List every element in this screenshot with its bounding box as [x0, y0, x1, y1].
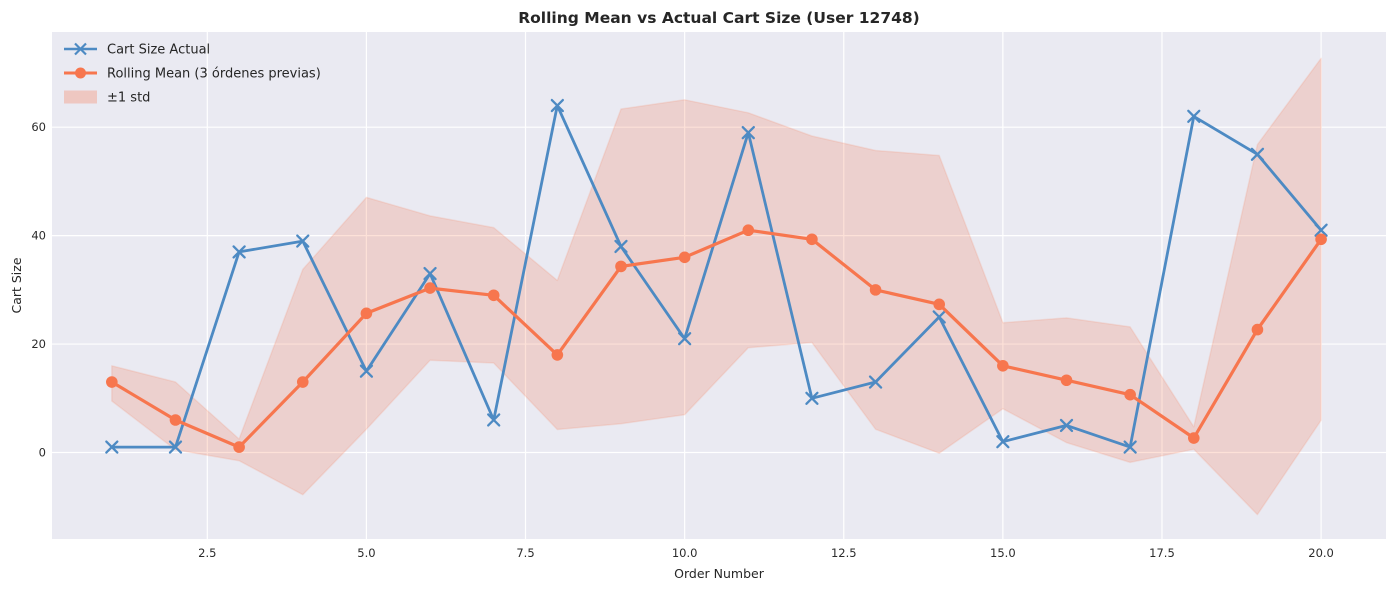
- rolling-mean-circle-marker: [424, 282, 436, 294]
- rolling-mean-circle-marker: [1315, 233, 1327, 246]
- actual-x-marker: [614, 239, 628, 254]
- actual-x-marker: [1187, 109, 1201, 124]
- actual-x-marker: [359, 364, 374, 378]
- actual-x-marker: [296, 234, 310, 248]
- rolling-mean-circle-marker: [869, 284, 882, 296]
- legend-actual-x-marker-icon: [74, 42, 87, 56]
- rolling-mean-circle-marker: [233, 441, 245, 453]
- legend-item-std-band: ±1 std: [64, 90, 150, 106]
- x-tick-labels: 2.5 5.0 7.5 10.0 12.5 15.0 17.5 20.0: [198, 546, 1334, 560]
- y-tick-labels: 0 20 40 60: [31, 120, 46, 459]
- rolling-mean-circle-marker: [806, 233, 818, 246]
- actual-x-marker: [487, 413, 501, 427]
- rolling-mean-circle-marker: [360, 307, 373, 320]
- legend: Cart Size Actual Rolling Mean (3 órdenes…: [64, 43, 321, 106]
- plot-background: [52, 32, 1386, 539]
- legend-actual-label: Cart Size Actual: [107, 43, 210, 58]
- std-band-area: [111, 57, 1322, 516]
- x-axis-label: Order Number: [674, 566, 765, 581]
- rolling-mean-circle-marker: [678, 251, 691, 264]
- actual-x-marker: [550, 98, 564, 113]
- rolling-mean-circle-marker: [487, 289, 500, 302]
- actual-x-marker: [1123, 440, 1137, 454]
- actual-x-marker: [868, 375, 883, 389]
- rolling-mean-circle-marker: [106, 376, 118, 388]
- x-tick-label: 2.5: [198, 546, 216, 560]
- rolling-mean-circle-marker: [1060, 374, 1073, 387]
- rolling-mean-circle-marker: [169, 414, 182, 426]
- actual-x-marker: [741, 125, 755, 140]
- plot-area: [52, 32, 1386, 539]
- rolling-mean-circle-marker: [296, 376, 309, 388]
- y-tick-label: 20: [31, 337, 46, 351]
- actual-x-marker: [805, 391, 819, 405]
- y-axis-label: Cart Size: [9, 257, 24, 313]
- actual-x-marker: [423, 266, 437, 281]
- actual-series-line: [110, 104, 1323, 449]
- legend-rolling-label: Rolling Mean (3 órdenes previas): [107, 67, 321, 82]
- chart-title: Rolling Mean vs Actual Cart Size (User 1…: [518, 9, 920, 27]
- y-tick-label: 40: [31, 229, 46, 243]
- actual-x-marker: [1314, 223, 1328, 237]
- actual-x-marker: [677, 332, 692, 346]
- rolling-mean-circle-marker: [615, 260, 627, 273]
- legend-item-cart-size-actual: Cart Size Actual: [64, 43, 210, 58]
- x-tick-label: 17.5: [1149, 546, 1175, 560]
- actual-x-marker: [1250, 147, 1265, 161]
- rolling-mean-circle-marker: [1251, 323, 1264, 336]
- x-tick-label: 15.0: [990, 546, 1016, 560]
- legend-std-band-swatch: [64, 90, 97, 104]
- rolling-mean-circle-marker: [933, 298, 946, 311]
- actual-series-markers: [105, 98, 1328, 454]
- legend-item-rolling-mean: Rolling Mean (3 órdenes previas): [64, 67, 321, 82]
- rolling-mean-series-line: [110, 228, 1323, 449]
- rolling-mean-circle-marker: [997, 359, 1009, 372]
- rolling-mean-circle-marker: [742, 224, 755, 237]
- rolling-mean-circle-marker: [1124, 388, 1136, 401]
- actual-x-marker: [996, 435, 1010, 449]
- x-tick-label: 12.5: [831, 546, 857, 560]
- actual-x-marker: [168, 440, 183, 454]
- rolling-mean-circle-marker: [1187, 432, 1200, 444]
- x-tick-label: 10.0: [672, 546, 698, 560]
- x-tick-label: 20.0: [1308, 546, 1334, 560]
- actual-x-marker: [232, 245, 246, 259]
- x-tick-label: 7.5: [516, 546, 534, 560]
- y-tick-label: 60: [31, 120, 46, 134]
- actual-x-marker: [932, 310, 946, 324]
- y-tick-label: 0: [39, 446, 46, 460]
- legend-std-label: ±1 std: [107, 91, 150, 106]
- rolling-mean-series-markers: [106, 224, 1327, 453]
- gridlines: [52, 32, 1386, 539]
- actual-x-marker: [1059, 418, 1074, 433]
- actual-x-marker: [105, 440, 119, 454]
- legend-rolling-circle-marker-icon: [75, 67, 86, 79]
- x-tick-label: 5.0: [357, 546, 375, 560]
- rolling-mean-circle-marker: [551, 349, 564, 361]
